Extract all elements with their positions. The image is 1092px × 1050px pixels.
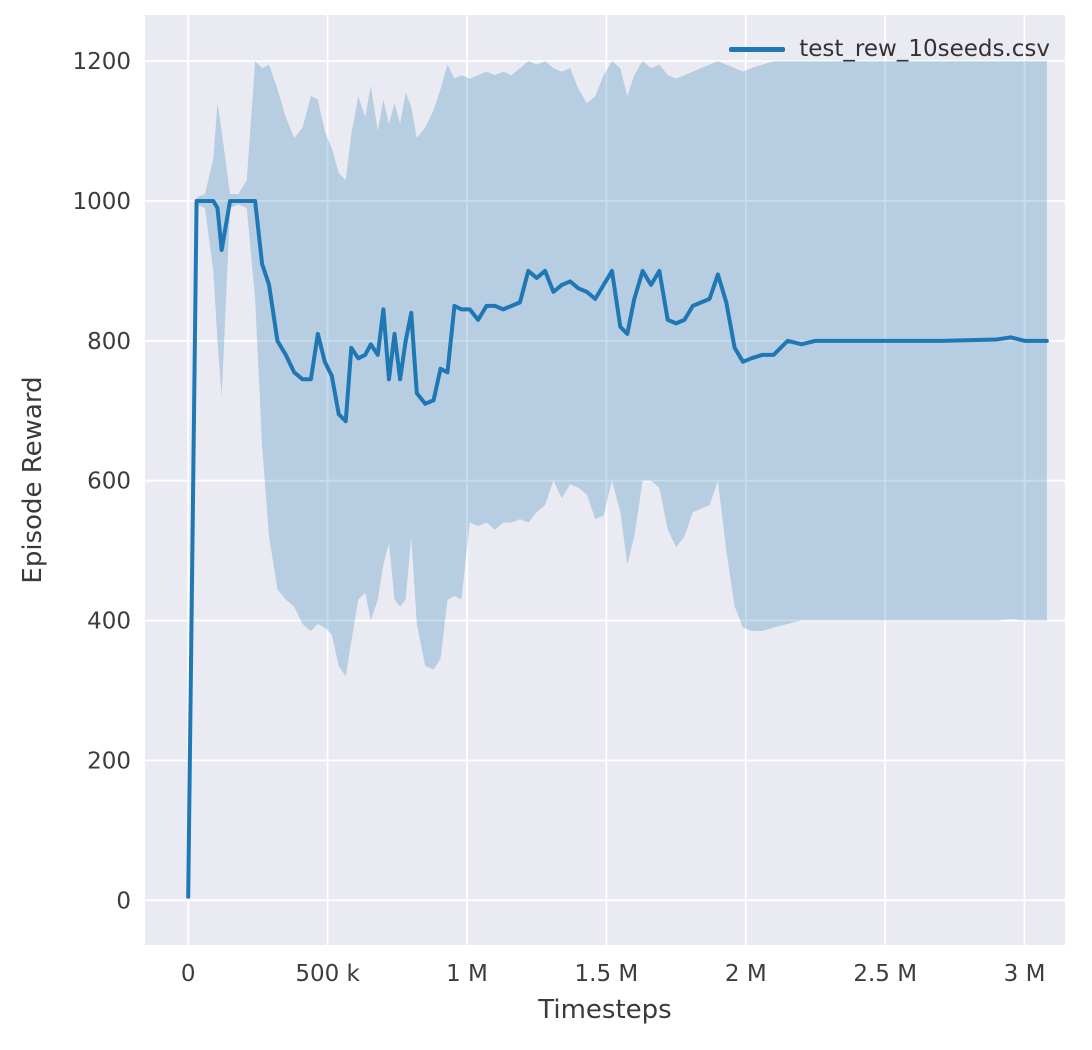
legend-line-swatch [729,46,786,52]
x-tick-label: 1 M [446,961,488,987]
y-tick-label: 800 [87,329,131,355]
y-tick-label: 1000 [72,189,131,215]
x-tick-label: 2 M [725,961,767,987]
legend: test_rew_10seeds.csv [729,36,1050,62]
mean-line [186,199,1049,899]
x-tick-label: 0 [181,961,196,987]
x-tick-label: 1.5 M [575,961,639,987]
x-tick-label: 3 M [1004,961,1046,987]
confidence-band [188,61,1047,899]
y-tick-label: 1200 [72,49,131,75]
x-axis-label: Timesteps [538,995,672,1025]
y-tick-label: 600 [87,469,131,495]
x-tick-label: 2.5 M [853,961,917,987]
y-axis-label: Episode Reward [18,376,48,584]
legend-label: test_rew_10seeds.csv [799,36,1050,62]
y-tick-label: 400 [87,609,131,635]
x-tick-label: 500 k [295,961,360,987]
y-tick-label: 200 [87,748,131,774]
y-tick-label: 0 [116,888,131,914]
